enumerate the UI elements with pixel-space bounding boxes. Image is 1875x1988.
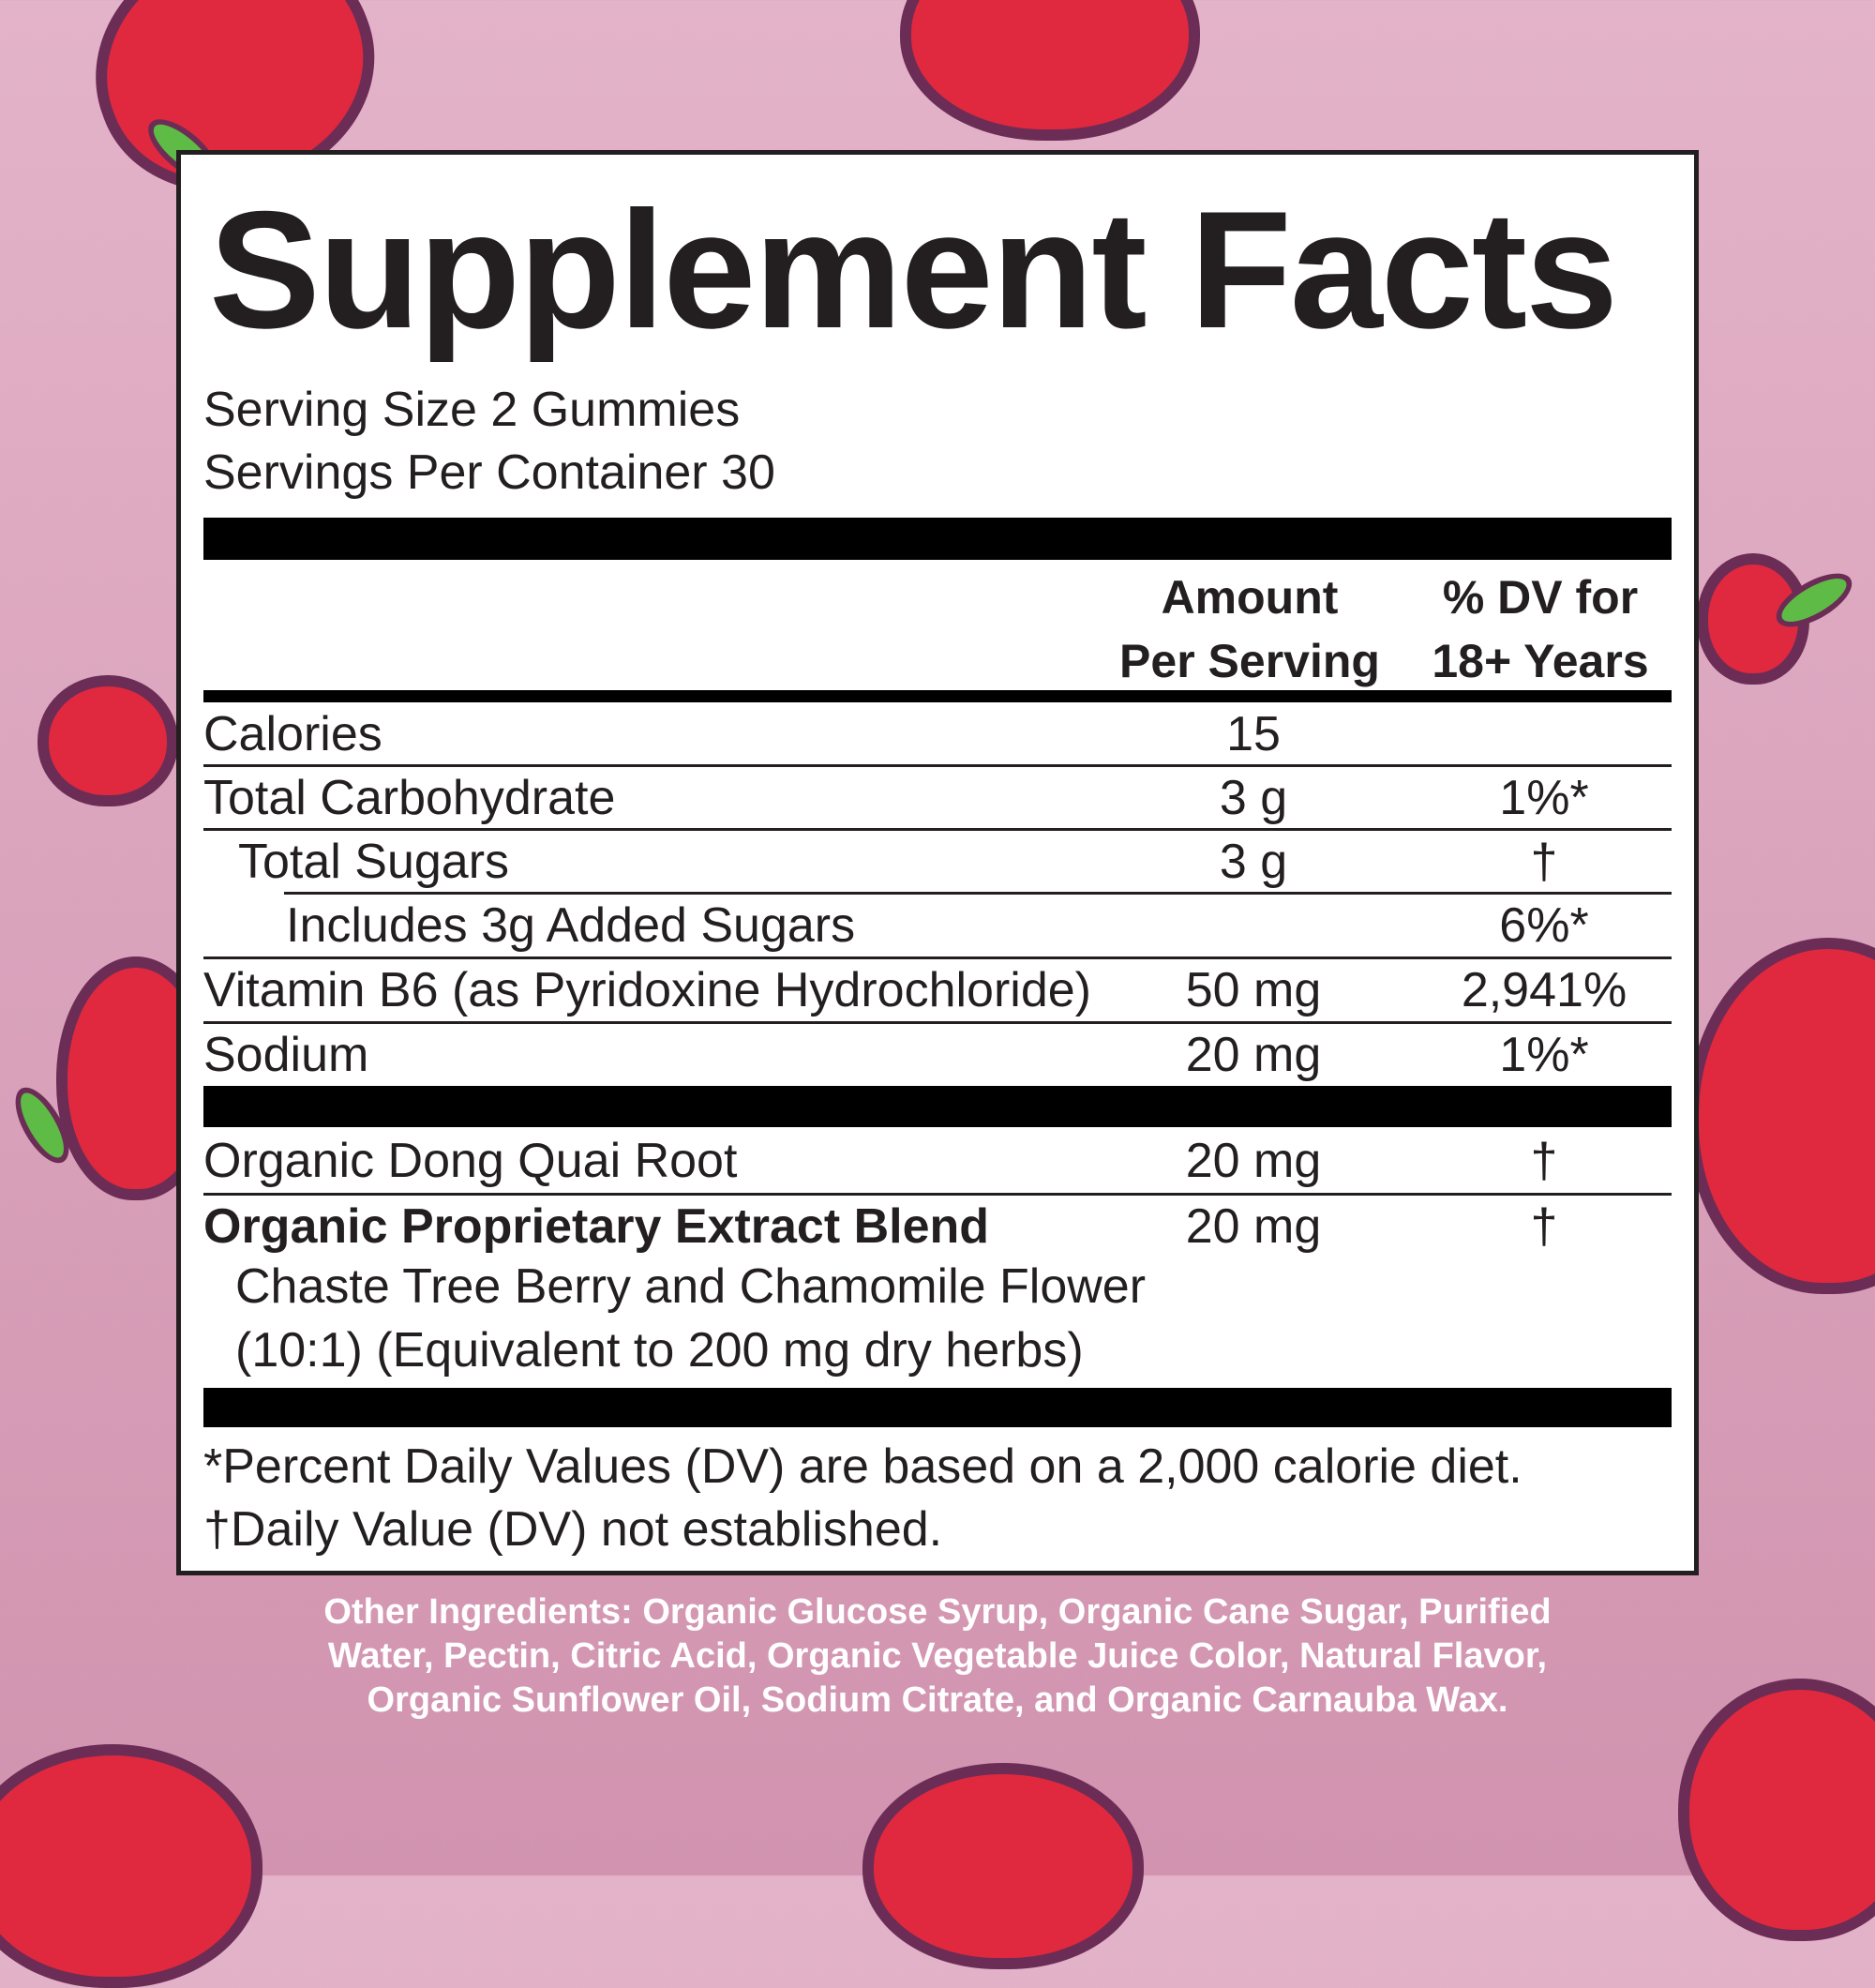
- serving-size: Serving Size 2 Gummies: [203, 383, 741, 437]
- botanical-amount: 20 mg: [1185, 1134, 1322, 1188]
- panel-title: Supplement Facts: [209, 176, 1618, 363]
- row-divider: [203, 1193, 1672, 1196]
- thick-divider: [203, 518, 1672, 560]
- nutrient-amount: 15: [1226, 707, 1281, 761]
- amount-header: Amount Per Serving: [1100, 565, 1400, 693]
- botanical-dv: †: [1530, 1199, 1558, 1254]
- other-ingredients-line2: Water, Pectin, Citric Acid, Organic Vege…: [327, 1636, 1548, 1676]
- nutrient-amount: 3 g: [1219, 771, 1288, 825]
- nutrient-row: Calories 15: [203, 702, 1672, 766]
- row-divider: [203, 956, 1672, 959]
- nutrient-dv: 2,941%: [1461, 963, 1628, 1017]
- nutrient-row: Includes 3g Added Sugars 6%*: [203, 894, 1672, 957]
- nutrient-amount: 3 g: [1219, 835, 1288, 889]
- nutrient-label: Includes 3g Added Sugars: [286, 898, 856, 953]
- botanical-row: Organic Proprietary Extract Blend 20 mg …: [203, 1195, 1672, 1258]
- botanical-dv: †: [1530, 1134, 1558, 1188]
- strawberry-decoration: [1688, 938, 1875, 1294]
- nutrient-amount: 50 mg: [1185, 963, 1322, 1017]
- amount-header-line1: Amount: [1161, 571, 1339, 624]
- nutrient-row: Total Carbohydrate 3 g 1%*: [203, 766, 1672, 830]
- medium-divider: [203, 690, 1672, 702]
- blend-detail-line2: (10:1) (Equivalent to 200 mg dry herbs): [235, 1323, 1084, 1378]
- row-divider: [284, 892, 1672, 895]
- supplement-facts-panel: Supplement Facts Serving Size 2 Gummies …: [176, 150, 1699, 1575]
- servings-per-container: Servings Per Container 30: [203, 445, 775, 500]
- strawberry-decoration: [0, 1744, 262, 1988]
- nutrient-dv: †: [1530, 835, 1558, 889]
- strawberry-decoration: [900, 0, 1200, 141]
- nutrient-label: Calories: [203, 707, 382, 761]
- other-ingredients-line1: Other Ingredients: Organic Glucose Syrup…: [323, 1592, 1552, 1632]
- thick-divider: [203, 1086, 1672, 1127]
- row-divider: [203, 828, 1672, 831]
- nutrient-dv: 1%*: [1499, 1028, 1589, 1082]
- thick-divider: [203, 1388, 1672, 1427]
- strawberry-decoration: [38, 675, 178, 806]
- nutrient-dv: 1%*: [1499, 771, 1589, 825]
- dv-header-line1: % DV for: [1442, 571, 1639, 624]
- other-ingredients-line3: Organic Sunflower Oil, Sodium Citrate, a…: [367, 1680, 1508, 1720]
- footnote-dv-basis: *Percent Daily Values (DV) are based on …: [203, 1439, 1522, 1494]
- footnote-dv-not-established: †Daily Value (DV) not established.: [203, 1502, 943, 1557]
- blend-detail-line1: Chaste Tree Berry and Chamomile Flower: [235, 1259, 1147, 1314]
- strawberry-decoration: [1678, 1679, 1875, 1941]
- other-ingredients: Other Ingredients: Organic Glucose Syrup…: [188, 1590, 1688, 1723]
- nutrient-row: Total Sugars 3 g †: [203, 830, 1672, 894]
- amount-header-line2: Per Serving: [1119, 635, 1380, 687]
- row-divider: [203, 1021, 1672, 1024]
- botanical-label: Organic Proprietary Extract Blend: [203, 1199, 990, 1254]
- nutrient-label: Sodium: [203, 1028, 369, 1082]
- nutrient-dv: 6%*: [1499, 898, 1589, 953]
- row-divider: [203, 764, 1672, 767]
- nutrient-label: Vitamin B6 (as Pyridoxine Hydrochloride): [203, 963, 1091, 1017]
- strawberry-decoration: [862, 1763, 1144, 1969]
- nutrient-label: Total Sugars: [238, 835, 510, 889]
- nutrient-amount: 20 mg: [1185, 1028, 1322, 1082]
- dv-header: % DV for 18+ Years: [1400, 565, 1681, 693]
- botanical-label: Organic Dong Quai Root: [203, 1134, 738, 1188]
- nutrient-label: Total Carbohydrate: [203, 771, 616, 825]
- nutrient-row: Sodium 20 mg 1%*: [203, 1023, 1672, 1087]
- nutrient-row: Vitamin B6 (as Pyridoxine Hydrochloride)…: [203, 958, 1672, 1022]
- botanical-amount: 20 mg: [1185, 1199, 1322, 1254]
- dv-header-line2: 18+ Years: [1432, 635, 1649, 687]
- botanical-row: Organic Dong Quai Root 20 mg †: [203, 1129, 1672, 1193]
